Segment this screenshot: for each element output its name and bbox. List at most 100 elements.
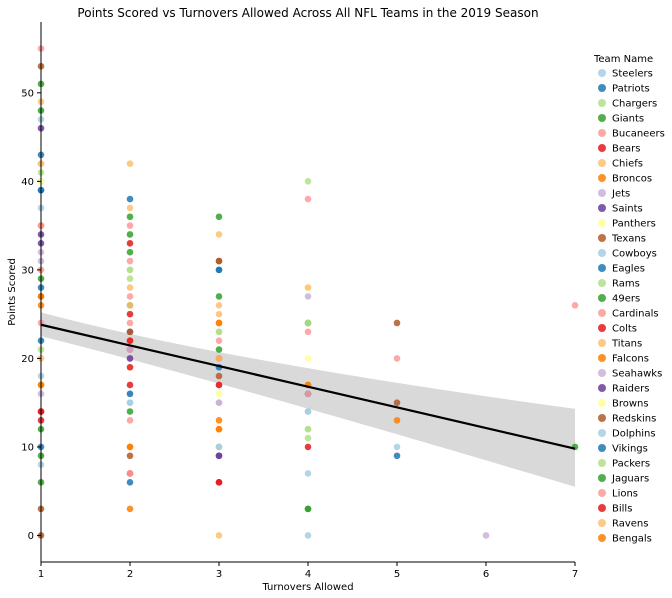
legend-marker <box>598 234 606 242</box>
legend-label: Rams <box>612 279 640 290</box>
data-point <box>304 319 312 327</box>
data-point <box>126 363 134 371</box>
data-point <box>215 257 223 265</box>
legend-label: 49ers <box>612 294 640 305</box>
legend-label: Steelers <box>612 69 653 80</box>
legend-marker <box>598 309 606 317</box>
data-point <box>304 408 312 415</box>
data-point <box>126 284 134 291</box>
data-point <box>126 310 134 318</box>
data-point <box>571 301 579 309</box>
data-point <box>126 231 134 238</box>
x-tick-label: 3 <box>216 569 222 580</box>
legend-marker <box>598 399 606 407</box>
data-point <box>304 425 312 433</box>
legend-marker <box>598 429 606 437</box>
legend-marker <box>598 384 606 392</box>
legend-label: Bengals <box>612 534 652 545</box>
data-point <box>304 443 312 451</box>
legend-label: Giants <box>612 114 644 125</box>
legend-marker <box>598 354 606 362</box>
legend-marker <box>598 69 606 77</box>
data-point <box>126 479 134 486</box>
legend-label: Jaguars <box>611 474 649 485</box>
data-point <box>215 293 223 300</box>
data-point <box>393 452 401 460</box>
data-point <box>126 408 134 415</box>
data-point <box>215 213 223 221</box>
data-point <box>393 399 401 406</box>
legend-marker <box>598 174 606 182</box>
data-point <box>126 266 134 274</box>
legend-marker <box>598 459 606 467</box>
data-point <box>215 301 223 309</box>
chart-title: Points Scored vs Turnovers Allowed Acros… <box>77 6 538 20</box>
axes: 1 2 3 4 5 6 7 0 10 20 30 40 50 <box>21 22 578 580</box>
legend-title: Team Name <box>593 54 653 65</box>
legend-marker <box>598 534 606 542</box>
legend-label: Falcons <box>612 354 649 365</box>
legend-marker <box>598 474 606 482</box>
legend-marker <box>598 324 606 332</box>
y-tick-label: 0 <box>28 531 34 542</box>
data-point <box>215 425 223 433</box>
y-tick-label: 50 <box>21 88 34 99</box>
x-axis-title: Turnovers Allowed <box>261 582 353 593</box>
legend-label: Browns <box>612 399 649 410</box>
data-point <box>393 355 401 362</box>
data-point <box>215 346 223 353</box>
legend-label: Vikings <box>612 444 648 455</box>
data-point <box>126 337 134 344</box>
data-point <box>126 417 134 424</box>
legend-label: Dolphins <box>612 429 656 440</box>
data-point <box>304 328 312 336</box>
legend-marker <box>598 369 606 377</box>
data-point <box>126 222 134 229</box>
data-point <box>215 479 223 486</box>
regression-layer <box>40 323 576 450</box>
legend-label: Chiefs <box>612 159 643 170</box>
legend-marker <box>598 339 606 347</box>
data-point <box>215 337 223 344</box>
x-tick-label: 7 <box>572 569 578 580</box>
data-point <box>393 417 401 424</box>
legend-label: Ravens <box>612 519 648 530</box>
data-point <box>215 452 223 460</box>
data-point <box>126 204 134 212</box>
legend-label: Panthers <box>612 219 656 230</box>
y-tick-label: 10 <box>21 442 34 453</box>
confidence-band <box>41 312 575 487</box>
data-point <box>215 532 223 539</box>
data-point <box>126 240 134 247</box>
legend-label: Jets <box>611 189 630 200</box>
data-point <box>126 293 134 300</box>
data-point <box>126 470 134 477</box>
data-point <box>126 213 134 221</box>
x-tick-label: 6 <box>483 569 489 580</box>
legend-label: Packers <box>612 459 650 470</box>
data-point <box>215 372 223 380</box>
data-point <box>215 319 223 327</box>
data-point <box>215 310 223 318</box>
legend-label: Bears <box>612 144 640 155</box>
data-point <box>215 417 223 424</box>
x-tick-label: 5 <box>394 569 400 580</box>
legend-marker <box>598 84 606 92</box>
legend-marker <box>598 279 606 287</box>
data-point <box>304 284 312 291</box>
legend-label: Bills <box>612 504 632 515</box>
legend-marker <box>598 249 606 257</box>
data-point <box>304 390 312 398</box>
data-point <box>126 319 134 327</box>
legend-marker <box>598 294 606 302</box>
data-point <box>126 390 134 398</box>
data-point <box>304 532 312 539</box>
legend-label: Cowboys <box>612 249 657 260</box>
x-tick-label: 4 <box>305 569 311 580</box>
data-point <box>126 443 134 451</box>
data-point <box>215 381 223 389</box>
data-point <box>304 505 312 513</box>
data-point <box>215 390 223 398</box>
legend-label: Texans <box>611 234 646 245</box>
legend-label: Titans <box>611 339 642 350</box>
